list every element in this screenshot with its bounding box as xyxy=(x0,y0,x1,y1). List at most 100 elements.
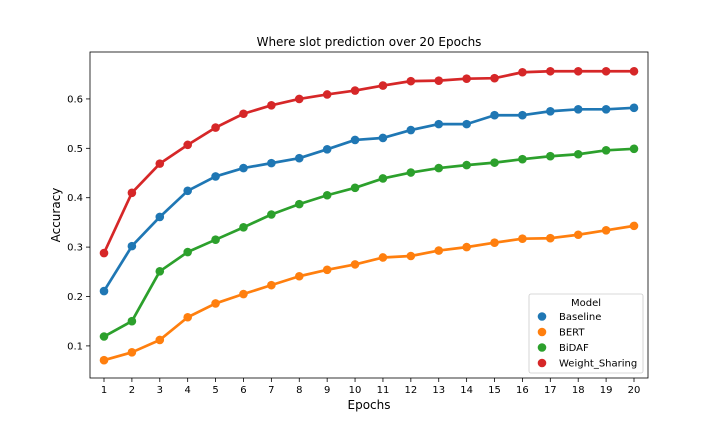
x-tick-label: 15 xyxy=(488,385,501,396)
x-tick-label: 12 xyxy=(404,385,417,396)
x-tick-label: 8 xyxy=(296,385,302,396)
data-point-bidaf xyxy=(183,247,192,257)
series-bert xyxy=(99,221,639,365)
data-point-bidaf xyxy=(518,154,527,164)
legend-marker-baseline xyxy=(537,312,547,321)
data-point-bidaf xyxy=(350,183,360,193)
x-tick-label: 18 xyxy=(572,385,585,396)
data-point-bert xyxy=(601,226,611,235)
data-point-bert xyxy=(573,230,583,240)
legend-label-bidaf: BiDAF xyxy=(559,343,589,354)
data-point-baseline xyxy=(629,103,639,113)
data-point-bert xyxy=(546,233,555,243)
data-point-weight-sharing xyxy=(267,101,276,110)
legend-title: Model xyxy=(571,298,601,309)
data-point-bert xyxy=(378,253,388,262)
data-point-weight-sharing xyxy=(601,66,611,76)
x-axis: 1 2 3 4 5 6 7 8 9 10 11 12 13 14 15 16 17 18 19 20 xyxy=(101,378,641,396)
data-point-baseline xyxy=(322,145,332,154)
legend-label-baseline: Baseline xyxy=(559,312,601,323)
data-point-bert xyxy=(183,312,192,322)
series-baseline xyxy=(99,103,639,296)
legend-item-weight-sharing: Weight_Sharing xyxy=(537,358,637,370)
data-point-weight-sharing xyxy=(490,73,499,83)
data-point-weight-sharing xyxy=(155,159,165,168)
data-point-baseline xyxy=(267,158,276,168)
data-point-bert xyxy=(294,271,304,281)
data-point-weight-sharing xyxy=(518,67,527,77)
legend-label-bert: BERT xyxy=(559,328,585,339)
data-point-bert xyxy=(127,348,137,357)
legend-item-bert: BERT xyxy=(537,327,585,339)
data-point-bidaf xyxy=(211,235,220,244)
data-point-bert xyxy=(322,265,332,275)
x-tick-label: 7 xyxy=(268,385,274,396)
y-axis: 0.1 0.2 0.3 0.4 0.5 0.6 xyxy=(67,94,90,352)
data-point-weight-sharing xyxy=(573,66,583,76)
data-point-weight-sharing xyxy=(322,90,332,99)
x-tick-label: 3 xyxy=(157,385,163,396)
data-point-bidaf xyxy=(462,160,471,170)
data-point-bert xyxy=(155,335,165,345)
series-line-weight-sharing xyxy=(102,69,636,255)
series-line-baseline xyxy=(102,106,636,293)
legend-marker-bert xyxy=(537,327,547,337)
data-point-bert xyxy=(629,221,639,231)
x-tick-label: 17 xyxy=(544,385,557,396)
x-tick-label: 6 xyxy=(240,385,246,396)
data-point-bidaf xyxy=(127,316,137,326)
y-tick-label: 0.6 xyxy=(67,94,83,105)
legend-item-baseline: Baseline xyxy=(537,312,601,323)
series-line-bidaf xyxy=(102,147,636,338)
data-point-baseline xyxy=(239,163,248,173)
data-point-bidaf xyxy=(629,144,639,154)
y-tick-label: 0.1 xyxy=(67,341,83,352)
data-point-weight-sharing xyxy=(546,66,555,76)
legend-marker-weight-sharing xyxy=(537,358,547,368)
data-point-bidaf xyxy=(239,223,248,232)
data-point-bidaf xyxy=(322,190,332,200)
legend-label-weight-sharing: Weight_Sharing xyxy=(559,359,637,370)
data-point-bidaf xyxy=(155,267,165,276)
chart-title: Where slot prediction over 20 Epochs xyxy=(257,35,482,49)
data-point-baseline xyxy=(155,212,165,222)
data-point-bidaf xyxy=(434,163,444,173)
data-point-bert xyxy=(267,280,276,290)
data-point-bert xyxy=(350,260,360,269)
data-point-baseline xyxy=(406,125,416,135)
data-point-baseline xyxy=(378,133,388,143)
data-point-baseline xyxy=(490,110,499,120)
x-tick-label: 10 xyxy=(349,385,362,396)
x-tick-label: 11 xyxy=(377,385,390,396)
legend-box xyxy=(528,293,644,374)
data-point-bidaf xyxy=(490,158,499,167)
data-point-bidaf xyxy=(573,149,583,159)
data-point-baseline xyxy=(99,286,109,296)
data-point-weight-sharing xyxy=(127,188,137,198)
data-point-baseline xyxy=(127,241,137,251)
data-point-bert xyxy=(239,289,248,299)
x-tick-label: 9 xyxy=(324,385,330,396)
data-point-bidaf xyxy=(601,145,611,155)
plot-frame xyxy=(89,51,649,379)
y-tick-label: 0.3 xyxy=(67,243,83,254)
x-tick-label: 2 xyxy=(129,385,135,396)
data-point-bert xyxy=(434,246,444,255)
data-point-baseline xyxy=(183,186,192,196)
x-tick-label: 13 xyxy=(432,385,445,396)
data-point-weight-sharing xyxy=(99,248,109,258)
data-point-bert xyxy=(490,238,499,247)
data-point-weight-sharing xyxy=(406,76,416,86)
data-point-baseline xyxy=(434,119,444,129)
x-tick-label: 20 xyxy=(628,385,641,396)
data-point-weight-sharing xyxy=(294,94,304,104)
data-point-bidaf xyxy=(378,174,388,183)
legend-item-bidaf: BiDAF xyxy=(537,343,589,354)
data-point-weight-sharing xyxy=(629,66,639,76)
data-point-bidaf xyxy=(294,199,304,209)
x-tick-label: 5 xyxy=(212,385,218,396)
data-point-bert xyxy=(211,299,220,308)
x-tick-label: 4 xyxy=(184,385,190,396)
x-tick-label: 14 xyxy=(460,385,473,396)
data-point-baseline xyxy=(462,119,471,129)
